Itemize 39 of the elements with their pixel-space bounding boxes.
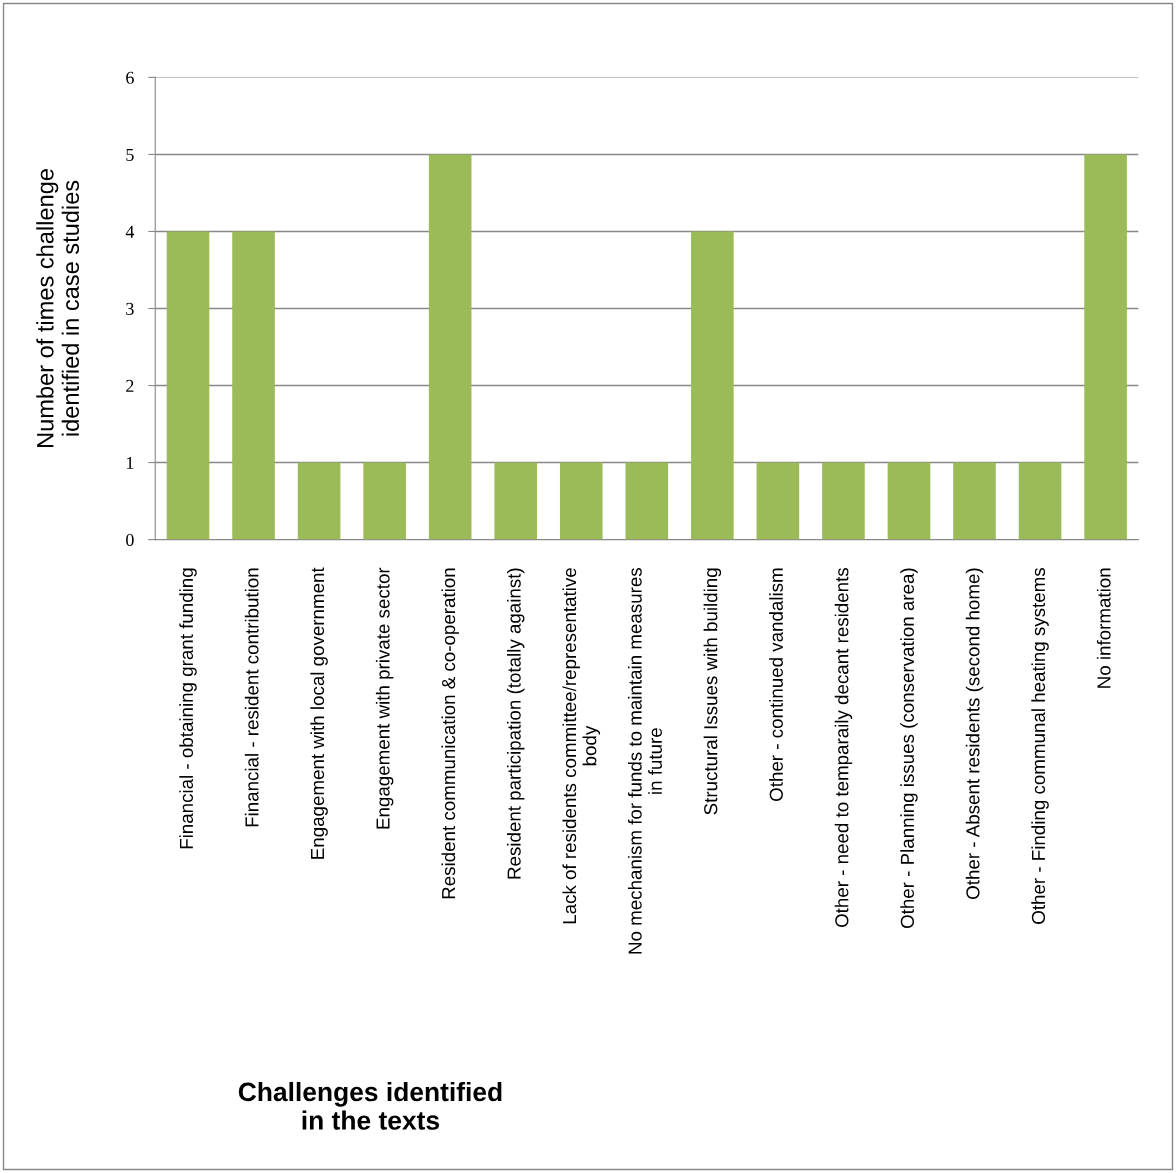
bar: [756, 462, 800, 540]
y-axis-title: Number of times challenge identified in case studies: [36, 169, 80, 447]
bar: [297, 462, 341, 540]
x-tick-label: Engagement with private sector: [375, 567, 394, 829]
bar: [232, 231, 275, 540]
x-tick-label: Resident communication & co-operation: [441, 568, 459, 899]
bar: [953, 462, 996, 540]
x-tick-label: Financial - obtaining grant funding: [179, 568, 197, 849]
bar: [363, 462, 406, 540]
x-tick-label: Other - Planning issues (conservation area): [900, 568, 918, 929]
bar: [494, 462, 538, 540]
x-tick-label: No information: [1096, 568, 1111, 688]
y-tick-label: 1: [126, 456, 134, 469]
bar: [1084, 154, 1127, 540]
x-tick-label: No mechanism for funds to maintain measures in future: [627, 568, 662, 954]
x-tick-label: Other - continued vandalism: [769, 568, 783, 801]
x-tick-label: Engagement with local government: [310, 567, 328, 859]
x-axis-title: Challenges identified in the texts: [238, 1081, 502, 1130]
bar: [625, 462, 669, 540]
y-tick-label: 6: [126, 71, 134, 84]
y-tick-label: 2: [126, 379, 134, 392]
bar: [887, 462, 931, 540]
bar: [559, 462, 603, 540]
y-tick-label: 5: [126, 148, 134, 161]
x-tick-label: Structural Issues with building: [703, 568, 722, 815]
x-tick-label: Lack of residents committee/representative body: [562, 568, 601, 924]
y-tick-label: 4: [125, 225, 135, 238]
x-tick-label: Financial - resident contribution: [244, 568, 259, 827]
bar: [1018, 462, 1062, 540]
y-tick-label: 0: [126, 533, 134, 547]
y-tick-label: 3: [126, 302, 134, 315]
bar: [166, 231, 210, 540]
x-tick-label: Other - need to temparaily decant residents: [834, 568, 853, 928]
x-tick-label: Other - Finding communal heating systems: [1031, 568, 1049, 924]
bar: [691, 231, 734, 540]
x-tick-label: Other - Absent residents (second home): [965, 568, 984, 899]
bar: [822, 462, 865, 540]
x-tick-label: Resident participation (totally against): [506, 568, 525, 879]
bar: [428, 154, 472, 540]
